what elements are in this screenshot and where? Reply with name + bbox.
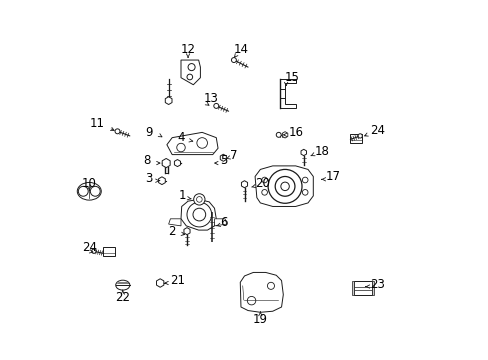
Circle shape: [213, 103, 218, 108]
Circle shape: [280, 182, 289, 190]
Circle shape: [231, 58, 236, 63]
Text: 10: 10: [81, 177, 97, 190]
Polygon shape: [166, 132, 218, 154]
Bar: [353, 280, 371, 294]
Bar: [371, 280, 373, 294]
Circle shape: [267, 170, 302, 203]
Polygon shape: [165, 97, 172, 104]
Polygon shape: [220, 154, 226, 161]
Text: 22: 22: [115, 291, 130, 303]
Text: 24: 24: [369, 124, 384, 137]
Circle shape: [276, 132, 281, 137]
Polygon shape: [183, 228, 190, 235]
Text: 12: 12: [180, 43, 195, 56]
Text: 20: 20: [255, 177, 269, 190]
Ellipse shape: [77, 183, 101, 200]
Text: 16: 16: [288, 126, 303, 139]
Polygon shape: [282, 132, 287, 138]
Polygon shape: [181, 60, 200, 85]
Circle shape: [302, 189, 307, 195]
Circle shape: [92, 249, 96, 253]
Circle shape: [275, 176, 294, 196]
Circle shape: [261, 189, 267, 195]
Text: 1: 1: [179, 189, 186, 202]
Circle shape: [186, 202, 211, 227]
Text: 19: 19: [252, 313, 267, 326]
Ellipse shape: [116, 280, 130, 290]
Polygon shape: [181, 199, 216, 230]
Text: 6: 6: [219, 216, 227, 229]
Text: 17: 17: [325, 170, 340, 183]
Polygon shape: [158, 177, 165, 185]
Circle shape: [357, 134, 362, 138]
Polygon shape: [301, 149, 306, 156]
Polygon shape: [168, 219, 181, 226]
Bar: [349, 135, 361, 143]
Text: 8: 8: [143, 154, 151, 167]
Circle shape: [90, 186, 100, 196]
Circle shape: [193, 208, 205, 221]
Circle shape: [193, 194, 204, 205]
Circle shape: [196, 197, 202, 202]
Circle shape: [188, 64, 195, 71]
Text: 7: 7: [230, 149, 237, 162]
Circle shape: [247, 296, 255, 305]
Circle shape: [197, 138, 207, 148]
Polygon shape: [255, 166, 313, 207]
Circle shape: [115, 129, 120, 134]
Text: 13: 13: [203, 93, 218, 105]
Polygon shape: [214, 219, 226, 226]
Polygon shape: [156, 279, 163, 287]
Text: 5: 5: [219, 154, 227, 167]
Circle shape: [176, 143, 185, 152]
Text: 18: 18: [314, 145, 329, 158]
Circle shape: [186, 74, 192, 80]
Polygon shape: [241, 181, 247, 188]
Text: 14: 14: [233, 43, 248, 56]
Text: 21: 21: [170, 274, 185, 287]
Polygon shape: [174, 159, 180, 167]
Bar: [103, 247, 114, 256]
Text: 3: 3: [145, 172, 152, 185]
Text: 2: 2: [168, 225, 175, 238]
Text: 15: 15: [285, 71, 299, 84]
Circle shape: [78, 186, 88, 196]
Text: 11: 11: [90, 117, 105, 130]
Polygon shape: [240, 273, 283, 312]
Text: 4: 4: [177, 131, 184, 144]
Polygon shape: [280, 80, 295, 108]
Circle shape: [302, 177, 307, 183]
Circle shape: [267, 282, 274, 289]
Text: 23: 23: [369, 278, 384, 291]
Polygon shape: [162, 158, 170, 168]
Text: 24: 24: [81, 240, 97, 253]
Circle shape: [261, 177, 267, 183]
Text: 9: 9: [145, 126, 152, 139]
Bar: [352, 280, 353, 294]
